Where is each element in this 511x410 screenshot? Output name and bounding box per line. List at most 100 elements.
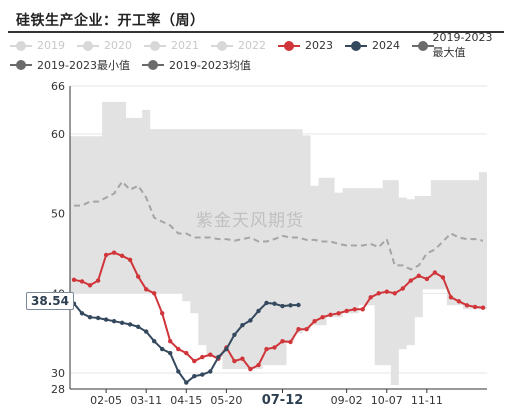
point-2024 [176,369,181,374]
point-2023 [464,303,470,308]
point-2024 [103,317,109,322]
point-2024 [232,332,237,337]
point-2023 [119,253,125,258]
point-2024 [264,300,269,306]
point-2023 [400,286,405,291]
point-2023 [480,305,486,310]
point-2023 [384,289,389,294]
point-2024 [200,372,205,377]
legend-label: 2019-2023最小值 [37,58,130,72]
point-2023 [304,327,309,332]
point-2024 [160,346,165,352]
point-2023 [184,350,189,356]
point-2023 [240,356,245,361]
watermark: 紫金天风期货 [196,211,304,231]
x-tick-label: 11-11 [411,394,443,407]
point-2024 [192,374,197,379]
x-tick-label: 04-15 [170,394,202,407]
point-2023 [344,308,349,314]
y-tick-label: 30 [51,367,65,380]
point-2023 [160,311,165,316]
minmax-band [70,101,487,386]
point-2024 [168,350,173,356]
chart-legend: 2019 2020 2021 2022 2023 2024 2019-2023最… [10,31,510,74]
point-2024 [248,318,253,323]
legend-label: 2023 [305,39,333,52]
legend-label: 2019 [37,39,65,52]
point-2024 [216,354,221,360]
legend-item-2019[interactable]: 2019 [10,39,65,52]
point-2023 [280,339,285,344]
point-2023 [264,346,269,352]
point-2023 [256,362,261,368]
point-2024 [272,301,277,306]
point-2024 [144,329,149,334]
point-2023 [416,273,421,278]
point-2023 [248,366,253,372]
legend-item-max[interactable]: 2019-2023最大值 [412,31,498,60]
point-2023 [456,299,462,304]
point-2023 [472,304,478,310]
point-2023 [424,276,430,282]
series-avg-line [74,180,484,271]
point-2023 [392,291,397,296]
series-2023-line [73,251,484,371]
point-2023 [368,295,373,300]
legend-item-2024[interactable]: 2024 [345,39,400,52]
legend-item-2020[interactable]: 2020 [77,39,132,52]
point-2024 [119,320,125,325]
point-2023 [320,315,325,320]
point-2024 [208,369,213,374]
point-2023 [95,278,101,283]
x-tick-label: 07-12 [262,393,304,408]
y-tick-label: 60 [51,128,65,141]
point-2023 [408,278,413,283]
point-2024 [184,380,189,385]
point-2023 [200,354,205,360]
point-2023 [71,277,77,282]
point-2023 [136,274,141,279]
point-2023 [168,339,173,344]
point-2023 [288,339,293,345]
point-2023 [376,291,381,296]
point-2023 [192,358,197,364]
point-2024 [87,315,93,320]
point-2023 [448,295,454,300]
point-2024 [136,324,141,329]
point-2024 [152,339,157,344]
x-tick-label: 10-07 [371,394,403,407]
legend-row-1: 2019 2020 2021 2022 2023 2024 2019-2023最… [10,31,510,59]
point-2023 [336,311,341,316]
point-2024 [288,303,293,308]
legend-item-2023[interactable]: 2023 [278,39,333,52]
point-2023 [208,352,213,357]
legend-label: 2019-2023最大值 [432,31,493,59]
legend-item-min[interactable]: 2019-2023最小值 [10,57,130,73]
point-2023 [79,279,85,284]
point-2023 [176,346,181,352]
legend-item-avg[interactable]: 2019-2023均值 [141,57,251,73]
legend-item-2022[interactable]: 2022 [211,39,266,52]
point-2023 [103,252,109,258]
title-divider [8,31,504,33]
point-2023 [127,257,133,262]
point-2024 [240,323,245,328]
point-2023 [232,358,237,364]
point-2023 [272,345,277,350]
legend-item-2021[interactable]: 2021 [144,39,199,52]
point-2024 [95,315,101,321]
point-2024 [224,346,229,352]
point-2023 [144,287,149,292]
point-2023 [328,312,333,317]
legend-label: 2024 [372,39,400,52]
chart-title: 硅铁生产企业：开工率（周） [16,13,205,29]
point-2024 [127,322,133,327]
point-2023 [432,270,438,275]
x-tick-label: 09-02 [331,394,363,407]
point-2024 [256,308,261,314]
point-2023 [352,307,357,312]
y-tick-label: 50 [51,208,65,221]
value-badge: 38.54 [26,292,74,310]
y-tick-label: 28 [51,383,65,396]
legend-row-2: 2019-2023最小值 2019-2023均值 [10,55,510,74]
